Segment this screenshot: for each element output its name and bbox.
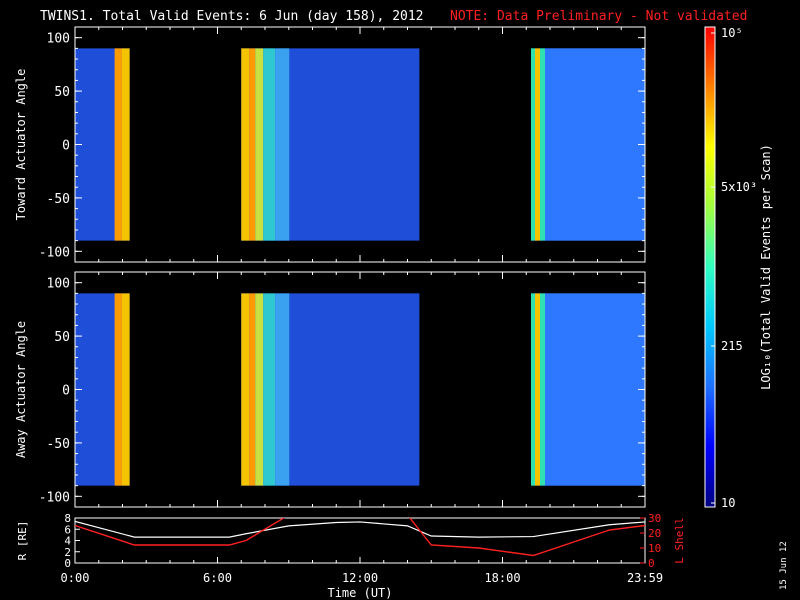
data-stripe (531, 293, 535, 486)
data-stripe (275, 48, 290, 241)
y-tick-label: 50 (54, 330, 70, 345)
y-tick-label: 100 (47, 32, 70, 47)
y-tick-label: -50 (47, 192, 70, 207)
heatmap-toward: 100 50 0 -50 -100 Toward Actuator Angle (14, 26, 646, 263)
data-stripe (121, 48, 130, 241)
data-block (545, 293, 645, 486)
axis-frame (74, 517, 646, 564)
y-right-tick-label: 30 (648, 512, 661, 525)
data-stripe (531, 48, 535, 241)
data-block (545, 48, 645, 241)
heatmap-away: 100 50 0 -50 -100 Away Actuator Angle (14, 271, 646, 508)
y-tick-label: -100 (39, 490, 70, 505)
x-tick-label: 6:00 (203, 571, 232, 585)
x-tick-label: 12:00 (342, 571, 378, 585)
data-stripe (275, 293, 290, 486)
data-stripe (540, 48, 545, 241)
y-tick-label: -100 (39, 245, 70, 260)
y-tick-label: 50 (54, 85, 70, 100)
data-stripe (114, 293, 122, 486)
colorbar-tick-label: 10⁵ (721, 26, 743, 40)
x-tick-label: 0:00 (61, 571, 90, 585)
y-tick-label: 2 (64, 546, 71, 559)
colorbar-tick-label: 215 (721, 339, 743, 353)
colorbar-label: LOG₁₀(Total Valid Events per Scan) (759, 144, 773, 390)
x-tick-label: 23:59 (627, 571, 663, 585)
colorbar-tick-label: 10 (721, 496, 735, 510)
y-tick-label: 8 (64, 512, 71, 525)
y-axis-label: Away Actuator Angle (14, 321, 28, 458)
y-axis-label: Toward Actuator Angle (14, 69, 28, 221)
y-tick-label: 0 (64, 557, 71, 570)
x-tick-label: 18:00 (484, 571, 520, 585)
series-r-line (75, 520, 645, 538)
y-tick-label: -50 (47, 437, 70, 452)
data-stripe (241, 293, 250, 486)
colorbar-tick-label: 5x10³ (721, 180, 757, 194)
data-stripe (535, 48, 540, 241)
y-tick-label: 0 (62, 139, 70, 154)
data-stripe (535, 293, 540, 486)
y-right-tick-label: 0 (648, 557, 655, 570)
y-tick-label: 100 (47, 277, 70, 292)
data-stripe (263, 48, 276, 241)
data-stripe (255, 293, 264, 486)
data-stripe (249, 48, 256, 241)
y-right-label: L Shell (673, 517, 686, 563)
series-lshell-line (75, 518, 645, 557)
data-stripe (540, 293, 545, 486)
y-right-tick-label: 20 (648, 527, 661, 540)
x-axis-label: Time (UT) (327, 586, 392, 600)
chart-title: TWINS1. Total Valid Events: 6 Jun (day 1… (40, 9, 424, 24)
y-tick-label: 0 (62, 384, 70, 399)
data-stripe (249, 293, 256, 486)
chart-note: NOTE: Data Preliminary - Not validated (450, 9, 747, 24)
data-stripe (241, 48, 250, 241)
y-tick-label: 6 (64, 523, 71, 536)
data-stripe (114, 48, 122, 241)
data-stripe (255, 48, 264, 241)
data-stripe (121, 293, 130, 486)
y-tick-label: 4 (64, 535, 71, 548)
y-right-tick-label: 10 (648, 542, 661, 555)
date-stamp: 15 Jun 12 (779, 541, 789, 590)
colorbar-gradient (704, 26, 716, 508)
colorbar: 10⁵ 5x10³ 215 10 LOG₁₀(Total Valid Events pe… (704, 26, 773, 510)
data-stripe (263, 293, 276, 486)
y-left-label: R [RE] (16, 521, 29, 561)
